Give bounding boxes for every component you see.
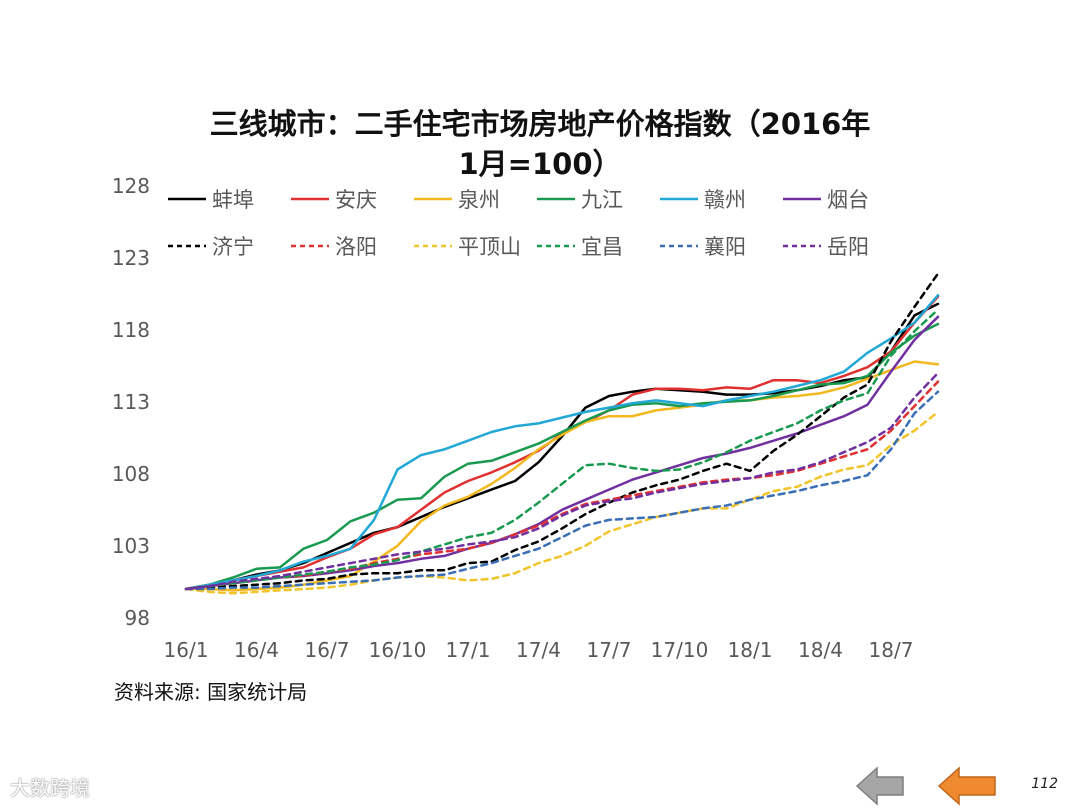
legend-label: 洛阳 bbox=[335, 235, 377, 259]
x-tick-label: 16/7 bbox=[305, 638, 350, 662]
chart-title-line2: 1月=100） bbox=[458, 147, 622, 181]
x-axis: 16/1 16/4 16/7 16/10 17/1 17/4 17/7 17/10 18/1 18… bbox=[164, 638, 914, 662]
series-line bbox=[184, 315, 940, 591]
legend-label: 济宁 bbox=[212, 235, 254, 259]
y-tick-label: 98 bbox=[125, 606, 150, 630]
back-arrow-button[interactable] bbox=[855, 765, 907, 807]
series-line bbox=[184, 322, 940, 591]
x-tick-label: 17/7 bbox=[587, 638, 632, 662]
series-line bbox=[184, 293, 940, 591]
legend-label: 蚌埠 bbox=[212, 188, 254, 212]
series-lines bbox=[184, 272, 940, 595]
y-tick-label: 118 bbox=[112, 318, 150, 342]
x-tick-label: 16/10 bbox=[369, 638, 427, 662]
series-line bbox=[184, 302, 940, 591]
legend-label: 赣州 bbox=[704, 188, 746, 212]
legend-label: 安庆 bbox=[335, 188, 377, 212]
source-note: 资料来源: 国家统计局 bbox=[114, 680, 308, 704]
legend-label: 烟台 bbox=[827, 188, 869, 212]
x-tick-label: 16/4 bbox=[234, 638, 279, 662]
series-line bbox=[184, 272, 940, 591]
x-tick-label: 16/1 bbox=[164, 638, 209, 662]
series-line bbox=[184, 371, 940, 591]
x-tick-label: 18/7 bbox=[869, 638, 914, 662]
chart-title: 三线城市：二手住宅市场房地产价格指数（2016年 1月=100） bbox=[140, 104, 940, 184]
x-tick-label: 17/4 bbox=[516, 638, 561, 662]
y-axis: 128 123 118 113 108 103 98 bbox=[112, 174, 150, 630]
legend-label: 宜昌 bbox=[581, 235, 623, 259]
legend-label: 九江 bbox=[581, 188, 623, 212]
home-arrow-button[interactable] bbox=[937, 765, 999, 807]
x-tick-label: 18/1 bbox=[728, 638, 773, 662]
legend-label: 平顶山 bbox=[458, 235, 521, 259]
x-tick-label: 17/10 bbox=[651, 638, 709, 662]
series-line bbox=[184, 390, 940, 591]
y-tick-label: 108 bbox=[112, 462, 150, 486]
series-line bbox=[184, 308, 940, 591]
y-tick-label: 113 bbox=[112, 390, 150, 414]
page-number: 112 bbox=[1031, 776, 1058, 792]
watermark: 大数跨境 bbox=[10, 776, 90, 800]
left-arrow-icon bbox=[937, 766, 996, 806]
x-tick-label: 17/1 bbox=[446, 638, 491, 662]
legend-label: 岳阳 bbox=[827, 235, 869, 259]
y-tick-label: 128 bbox=[112, 174, 150, 198]
chart-title-line1: 三线城市：二手住宅市场房地产价格指数（2016年 bbox=[209, 107, 871, 141]
y-tick-label: 103 bbox=[112, 534, 150, 558]
left-arrow-icon bbox=[855, 766, 904, 806]
legend-label: 襄阳 bbox=[704, 235, 746, 259]
series-line bbox=[184, 295, 940, 591]
x-tick-label: 18/4 bbox=[798, 638, 843, 662]
y-tick-label: 123 bbox=[112, 246, 150, 270]
series-line bbox=[184, 410, 940, 595]
legend-label: 泉州 bbox=[458, 188, 500, 212]
